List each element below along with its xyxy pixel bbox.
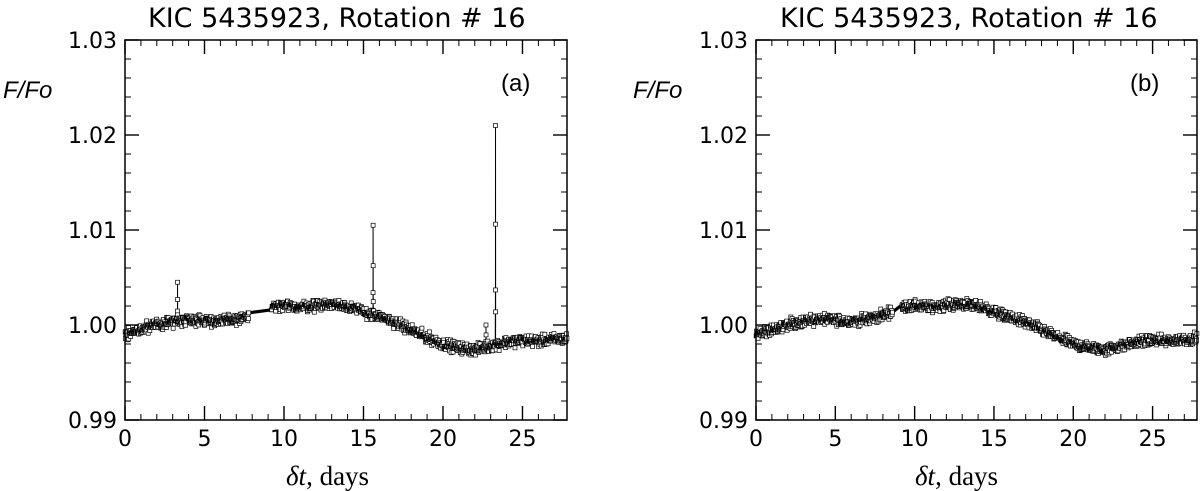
y-tick-label: 1.02 bbox=[699, 124, 748, 149]
axis-ticks bbox=[124, 39, 567, 421]
y-tick-label: 1.03 bbox=[68, 29, 117, 54]
data-point bbox=[370, 263, 376, 269]
y-tick-label: 0.99 bbox=[68, 409, 117, 434]
x-axis-label: δt, days bbox=[915, 461, 998, 491]
data-point bbox=[493, 221, 498, 227]
data-point bbox=[311, 309, 317, 315]
x-tick-label: 20 bbox=[429, 427, 457, 452]
chart-title: KIC 5435923, Rotation # 16 bbox=[780, 3, 1158, 34]
x-tick-label: 25 bbox=[1139, 427, 1167, 452]
data-point bbox=[483, 322, 489, 328]
x-tick-label: 5 bbox=[197, 427, 211, 452]
y-tick-label: 1.02 bbox=[68, 124, 117, 149]
plot-area bbox=[122, 123, 570, 358]
series-line bbox=[271, 125, 568, 356]
data-point bbox=[483, 332, 489, 338]
x-tick-label: 10 bbox=[270, 427, 298, 452]
data-point bbox=[493, 287, 498, 293]
x-axis-unit: , days bbox=[306, 461, 369, 491]
panel-b: KIC 5435923, Rotation # 16 F/Fo (b) 0.99… bbox=[633, 3, 1200, 491]
chart-title: KIC 5435923, Rotation # 16 bbox=[148, 3, 526, 34]
x-tick-label: 15 bbox=[980, 427, 1008, 452]
data-point bbox=[175, 297, 180, 302]
y-tick-label: 1.01 bbox=[68, 219, 117, 244]
x-tick-label: 10 bbox=[901, 427, 929, 452]
data-point bbox=[512, 345, 518, 351]
tick-labels: 0.99 1.00 1.01 1.02 1.03 0 5 10 15 20 25 bbox=[699, 29, 1167, 452]
data-point bbox=[890, 309, 895, 315]
y-tick-label: 1.01 bbox=[699, 219, 748, 244]
y-tick-label: 1.00 bbox=[699, 314, 748, 339]
x-tick-label: 0 bbox=[749, 427, 763, 452]
x-axis-unit: , days bbox=[935, 461, 998, 491]
data-point bbox=[496, 348, 502, 353]
x-tick-label: 25 bbox=[508, 427, 536, 452]
y-tick-label: 1.00 bbox=[68, 314, 117, 339]
x-axis-label: δt, days bbox=[286, 461, 369, 491]
gap-segment bbox=[248, 308, 272, 315]
y-axis-label: F/Fo bbox=[633, 77, 682, 104]
data-point bbox=[530, 344, 535, 349]
data-point bbox=[542, 331, 548, 337]
data-point bbox=[370, 290, 376, 295]
data-point bbox=[175, 308, 180, 314]
axis-ticks bbox=[755, 39, 1197, 421]
x-axis-symbol: δt bbox=[915, 461, 937, 491]
data-point bbox=[175, 279, 180, 285]
data-point bbox=[370, 299, 376, 304]
x-tick-label: 20 bbox=[1059, 427, 1087, 452]
y-tick-label: 1.03 bbox=[699, 29, 748, 54]
data-point bbox=[427, 329, 432, 335]
y-axis-label: F/Fo bbox=[3, 77, 52, 104]
x-tick-label: 0 bbox=[118, 427, 132, 452]
panel-label: (b) bbox=[1130, 70, 1159, 97]
y-tick-label: 0.99 bbox=[699, 409, 748, 434]
x-axis-symbol: δt bbox=[286, 461, 308, 491]
data-point bbox=[973, 298, 978, 303]
data-point bbox=[409, 322, 415, 328]
data-point bbox=[246, 310, 252, 316]
data-point bbox=[493, 123, 498, 128]
data-point bbox=[419, 325, 425, 331]
x-tick-label: 5 bbox=[828, 427, 842, 452]
tick-labels: 0.99 1.00 1.01 1.02 1.03 0 5 10 15 20 25 bbox=[68, 29, 536, 452]
data-point bbox=[370, 222, 376, 228]
panel-a: KIC 5435923, Rotation # 16 F/Fo (a) 0.99… bbox=[3, 3, 570, 491]
data-point bbox=[246, 316, 251, 321]
plot-area bbox=[753, 296, 1200, 358]
plot-frame bbox=[755, 39, 1198, 421]
plot-frame bbox=[124, 39, 568, 421]
panel-label: (a) bbox=[501, 70, 530, 97]
data-point bbox=[391, 326, 397, 331]
data-point bbox=[493, 309, 498, 315]
data-point bbox=[170, 325, 176, 331]
x-tick-label: 15 bbox=[349, 427, 377, 452]
